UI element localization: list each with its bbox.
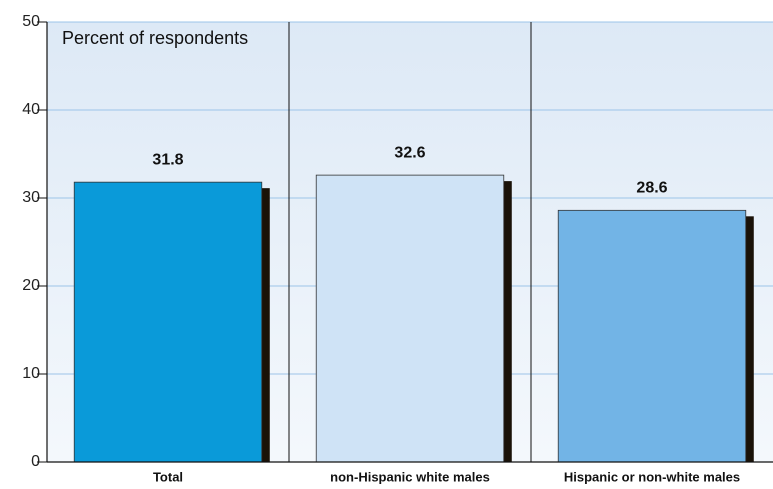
x-tick-label: Total xyxy=(153,469,183,484)
bar-shadow xyxy=(745,216,754,462)
bar-shadow xyxy=(261,188,270,462)
x-tick-label: Hispanic or non-white males xyxy=(564,469,740,484)
bar-shadow xyxy=(503,181,512,462)
y-axis-label: Percent of respondents xyxy=(62,28,248,48)
value-label: 28.6 xyxy=(636,180,667,197)
bar xyxy=(315,174,505,463)
y-tick-label: 20 xyxy=(22,277,40,294)
y-tick-label: 40 xyxy=(22,101,40,118)
bar xyxy=(73,181,263,463)
value-label: 32.6 xyxy=(394,144,425,161)
y-tick-label: 0 xyxy=(31,453,40,470)
y-tick-label: 10 xyxy=(22,365,40,382)
y-tick-label: 30 xyxy=(22,189,40,206)
y-tick-label: 50 xyxy=(22,13,40,30)
x-tick-label: non-Hispanic white males xyxy=(330,469,490,484)
bars xyxy=(73,174,754,463)
value-label: 31.8 xyxy=(152,151,183,168)
bar xyxy=(557,209,747,463)
